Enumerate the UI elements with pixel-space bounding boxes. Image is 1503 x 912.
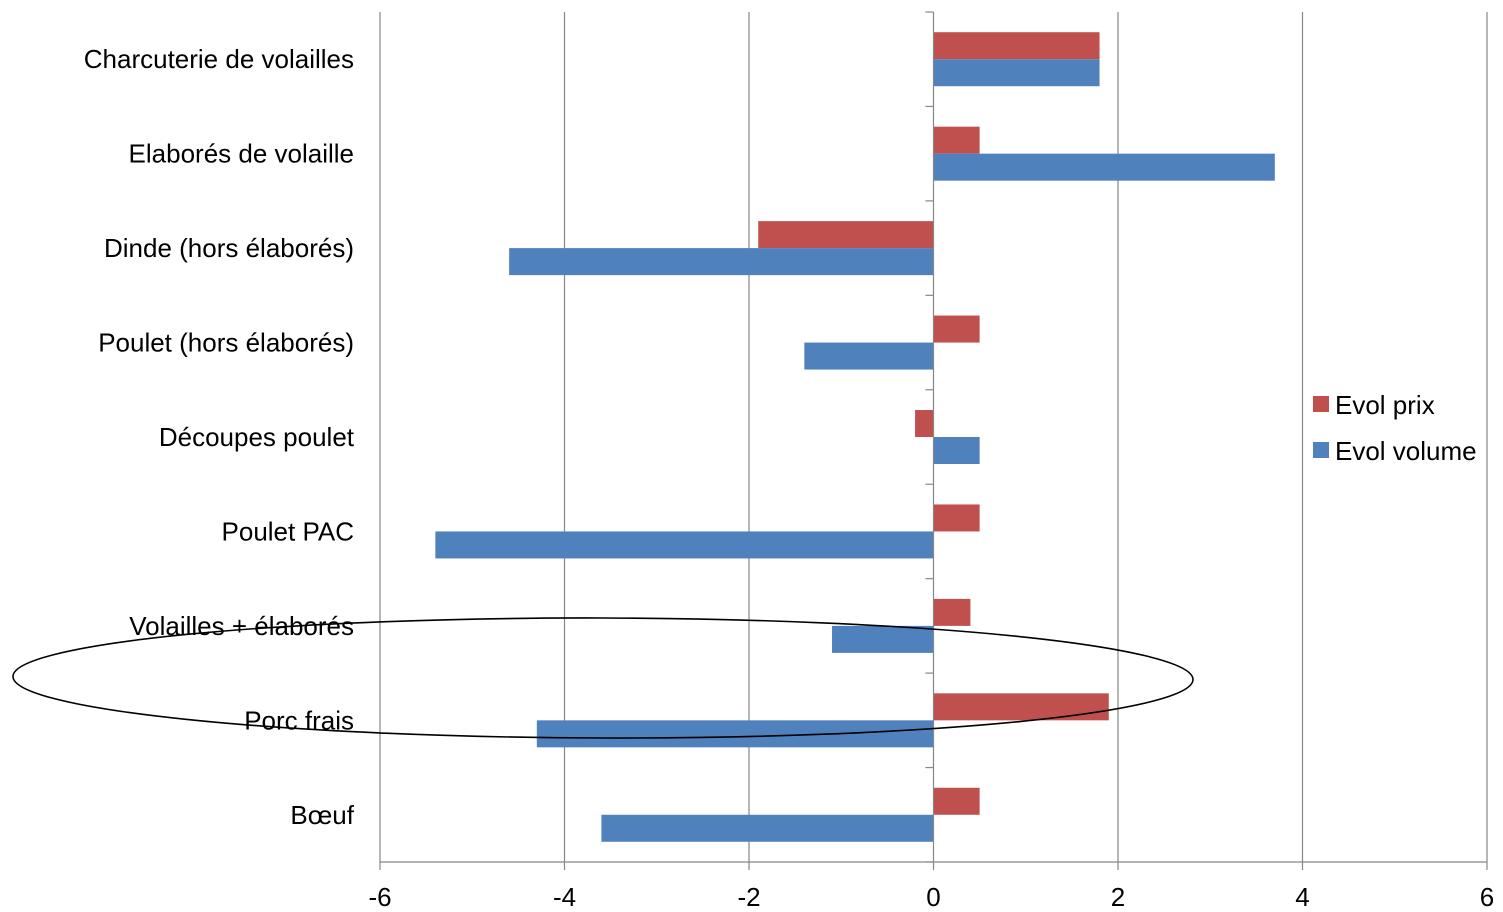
bar-evol-prix bbox=[933, 598, 971, 626]
bar-evol-prix bbox=[933, 693, 1109, 721]
bar-evol-prix bbox=[915, 410, 934, 437]
bar-evol-volume bbox=[933, 59, 1100, 87]
x-tick-label: -6 bbox=[368, 882, 391, 912]
legend-swatch bbox=[1313, 442, 1329, 458]
x-tick-label: -4 bbox=[553, 882, 576, 912]
x-tick-label: 6 bbox=[1480, 882, 1494, 912]
bar-evol-volume bbox=[933, 437, 980, 464]
legend-swatch bbox=[1313, 396, 1329, 412]
x-tick-label: 2 bbox=[1111, 882, 1125, 912]
bar-evol-volume bbox=[435, 531, 934, 559]
bar-evol-volume bbox=[536, 720, 934, 748]
x-tick-label: -2 bbox=[737, 882, 760, 912]
category-label: Charcuterie de volailles bbox=[84, 44, 354, 74]
legend-label: Evol prix bbox=[1335, 390, 1435, 420]
category-labels: Charcuterie de volailles Elaborés de vola… bbox=[84, 44, 355, 830]
bar-evol-prix bbox=[933, 315, 980, 343]
category-label: Poulet PAC bbox=[222, 516, 354, 546]
x-tick-label: 4 bbox=[1295, 882, 1309, 912]
x-tick-labels: -6 -4 -2 0 2 4 6 bbox=[368, 882, 1494, 912]
legend: Evol prix Evol volume bbox=[1313, 390, 1477, 466]
highlight-ellipse bbox=[12, 617, 1194, 739]
bar-evol-volume bbox=[832, 625, 934, 653]
bar-evol-prix bbox=[933, 32, 1100, 60]
axes bbox=[379, 11, 1488, 870]
bar-evol-volume bbox=[601, 814, 934, 842]
category-label: Elaborés de volaille bbox=[129, 139, 354, 169]
bar-evol-prix bbox=[933, 504, 980, 532]
bar-evol-volume bbox=[509, 248, 934, 276]
category-label: Bœuf bbox=[290, 800, 354, 830]
x-tick-label: 0 bbox=[926, 882, 940, 912]
bar-evol-volume bbox=[804, 342, 934, 370]
bars bbox=[435, 32, 1275, 842]
bar-evol-prix bbox=[933, 787, 980, 815]
category-label: Dinde (hors élaborés) bbox=[104, 233, 354, 263]
category-label: Poulet (hors élaborés) bbox=[98, 328, 354, 358]
bar-evol-volume bbox=[933, 153, 1275, 181]
bar-evol-prix bbox=[933, 126, 980, 154]
bar-evol-prix bbox=[758, 221, 934, 249]
category-label: Découpes poulet bbox=[159, 422, 355, 452]
legend-label: Evol volume bbox=[1335, 436, 1477, 466]
